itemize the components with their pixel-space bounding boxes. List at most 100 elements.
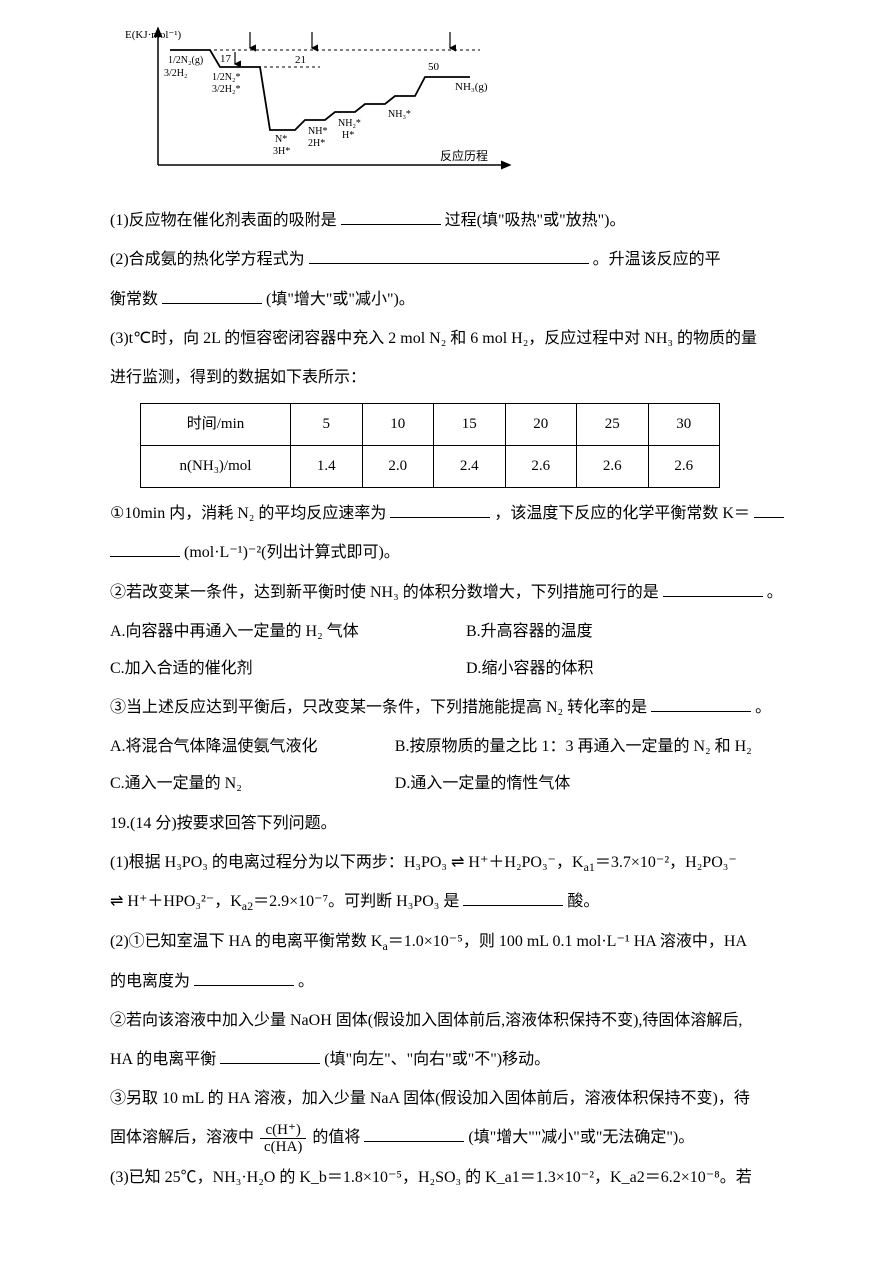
- td-3: 2.4: [434, 446, 506, 488]
- energy-val-1: 17: [220, 53, 232, 65]
- q3-intro-a: (3)t℃时，向 2L 的恒容密闭容器中充入 2 mol N₂ 和 6 mol …: [110, 321, 822, 356]
- th-4: 20: [505, 404, 577, 446]
- q1-line: (1)反应物在催化剂表面的吸附是 过程(填"吸热"或"放热")。: [110, 203, 822, 238]
- th-5: 25: [577, 404, 649, 446]
- q2-blank1[interactable]: [309, 248, 589, 264]
- opt-d[interactable]: D.缩小容器的体积: [466, 651, 822, 686]
- th-2: 10: [362, 404, 434, 446]
- opt-a[interactable]: A.向容器中再通入一定量的 H₂ 气体: [110, 614, 466, 649]
- q19-p2-line1: (2)①已知室温下 HA 的电离平衡常数 Ka＝1.0×10⁻⁵，则 100 m…: [110, 924, 822, 960]
- td-2: 2.0: [362, 446, 434, 488]
- q19-p2-c: 。: [298, 973, 314, 990]
- x-axis-label: 反应历程: [440, 148, 488, 163]
- q19-p1-line2: ⇌ H⁺＋HPO₃²⁻，Ka2＝2.9×10⁻⁷。可判断 H₃PO₃ 是 酸。: [110, 884, 822, 920]
- q19-p1-blank[interactable]: [463, 890, 563, 906]
- q19-p1-b1: a2: [242, 900, 253, 914]
- energy-diagram: E(KJ·mol⁻¹) 反应历程 17 21 50 1/2N₂(g) 3/2H₂…: [120, 20, 822, 193]
- th-1: 5: [291, 404, 363, 446]
- data-table: 时间/min 5 10 15 20 25 30 n(NH₃)/mol 1.4 2…: [140, 403, 720, 488]
- lbl-h2: 3/2H₂: [164, 68, 188, 79]
- q19-p2-line2: 的电离度为 。: [110, 964, 822, 999]
- lbl-nstar: N*: [275, 134, 287, 145]
- q3-sub1-blank2a[interactable]: [754, 502, 784, 518]
- q3-sub1-line2: (mol·L⁻¹)⁻²(列出计算式即可)。: [110, 535, 822, 570]
- q3-sub2-b: 。: [767, 584, 783, 601]
- q19-p2-a: (2)①已知室温下 HA 的电离平衡常数 K: [110, 933, 382, 950]
- q19-p2-3-blank[interactable]: [364, 1126, 464, 1142]
- lbl-hstar: H*: [342, 130, 354, 141]
- q3-sub1-blank2b[interactable]: [110, 541, 180, 557]
- q19-p1-b2: ＝2.9×10⁻⁷。可判断 H₃PO₃ 是: [253, 893, 459, 910]
- lbl-n2g: 1/2N₂(g): [168, 55, 203, 66]
- opt-a[interactable]: A.将混合气体降温使氨气液化: [110, 729, 395, 764]
- opt-b[interactable]: B.按原物质的量之比 1：3 再通入一定量的 N₂ 和 H₂: [395, 729, 822, 764]
- th-0: 时间/min: [141, 404, 291, 446]
- lbl-h2b: 2H*: [308, 138, 325, 149]
- q3-sub3-a: ③当上述反应达到平衡后，只改变某一条件，下列措施能提高 N₂ 转化率的是: [110, 699, 647, 716]
- q3-sub2-options: A.向容器中再通入一定量的 H₂ 气体 B.升高容器的温度 C.加入合适的催化剂…: [110, 614, 822, 686]
- td-5: 2.6: [577, 446, 649, 488]
- q19-p2-3c: 的值将: [312, 1129, 360, 1146]
- q2-text-c: 衡常数: [110, 291, 158, 308]
- q3-sub3-blank[interactable]: [651, 696, 751, 712]
- q2-text-a: (2)合成氨的热化学方程式为: [110, 251, 305, 268]
- fraction: c(H⁺) c(HA): [260, 1122, 306, 1156]
- q19-p1-a1: a1: [584, 860, 595, 874]
- q19-p2-b: 的电离度为: [110, 973, 190, 990]
- opt-b[interactable]: B.升高容器的温度: [466, 614, 822, 649]
- opt-c[interactable]: C.通入一定量的 N₂: [110, 766, 395, 801]
- diagram-svg: E(KJ·mol⁻¹) 反应历程 17 21 50 1/2N₂(g) 3/2H₂…: [120, 20, 520, 180]
- lbl-nh2: NH₂*: [338, 118, 361, 129]
- lbl-nh3g: NH₃(g): [455, 81, 488, 93]
- q3-sub1-c: (mol·L⁻¹)⁻²(列出计算式即可)。: [184, 544, 400, 561]
- q19-p1-b: ⇌ H⁺＋HPO₃²⁻，K: [110, 893, 242, 910]
- q19-p2-2-blank[interactable]: [220, 1048, 320, 1064]
- table-row: 时间/min 5 10 15 20 25 30: [141, 404, 720, 446]
- q19-p1-a2: ＝3.7×10⁻²，H₂PO₃⁻: [595, 854, 737, 871]
- q2-text-b: 。升温该反应的平: [593, 251, 721, 268]
- q19-p2-2a: ②若向该溶液中加入少量 NaOH 固体(假设加入固体前后,溶液体积保持不变),待…: [110, 1003, 822, 1038]
- td-4: 2.6: [505, 446, 577, 488]
- q3-sub3-options: A.将混合气体降温使氨气液化 B.按原物质的量之比 1：3 再通入一定量的 N₂…: [110, 729, 822, 801]
- y-axis-label: E(KJ·mol⁻¹): [125, 29, 181, 41]
- q3-sub1-line1: ①10min 内，消耗 N₂ 的平均反应速率为 ，该温度下反应的化学平衡常数 K…: [110, 496, 822, 531]
- q19-p2-3b: 固体溶解后，溶液中: [110, 1129, 254, 1146]
- q19-p2-blank[interactable]: [194, 970, 294, 986]
- q19-p2-2b: HA 的电离平衡: [110, 1051, 216, 1068]
- q2-line1: (2)合成氨的热化学方程式为 。升温该反应的平: [110, 242, 822, 277]
- q19-title: 19.(14 分)按要求回答下列问题。: [110, 806, 822, 841]
- q3-sub2-a: ②若改变某一条件，达到新平衡时使 NH₃ 的体积分数增大，下列措施可行的是: [110, 584, 659, 601]
- q3-sub1-blank1[interactable]: [390, 502, 490, 518]
- lbl-nh3star: NH₃*: [388, 109, 411, 120]
- q19-p2-3-line2: 固体溶解后，溶液中 c(H⁺) c(HA) 的值将 (填"增大""减小"或"无法…: [110, 1120, 822, 1155]
- q3-sub2-blank[interactable]: [663, 581, 763, 597]
- q3-intro-b: 进行监测，得到的数据如下表所示：: [110, 360, 822, 395]
- opt-c[interactable]: C.加入合适的催化剂: [110, 651, 466, 686]
- td-1: 1.4: [291, 446, 363, 488]
- opt-d[interactable]: D.通入一定量的惰性气体: [395, 766, 822, 801]
- table-row: n(NH₃)/mol 1.4 2.0 2.4 2.6 2.6 2.6: [141, 446, 720, 488]
- td-6: 2.6: [648, 446, 720, 488]
- frac-den: c(HA): [260, 1139, 306, 1156]
- th-6: 30: [648, 404, 720, 446]
- energy-val-3: 50: [428, 61, 440, 73]
- q19-p3: (3)已知 25℃，NH₃·H₂O 的 K_b＝1.8×10⁻⁵，H₂SO₃ 的…: [110, 1160, 822, 1195]
- q2-text-d: (填"增大"或"减小")。: [266, 291, 415, 308]
- lbl-nh: NH*: [308, 126, 327, 137]
- lbl-h2star: 3/2H₂*: [212, 84, 241, 95]
- lbl-n2star: 1/2N₂*: [212, 72, 241, 83]
- q19-p2-3d: (填"增大""减小"或"无法确定")。: [468, 1129, 694, 1146]
- q3-sub3-line: ③当上述反应达到平衡后，只改变某一条件，下列措施能提高 N₂ 转化率的是 。: [110, 690, 822, 725]
- q1-blank[interactable]: [341, 209, 441, 225]
- q19-p2-2c: (填"向左"、"向右"或"不")移动。: [324, 1051, 550, 1068]
- q19-p1-c: 酸。: [567, 893, 599, 910]
- q3-sub2-line: ②若改变某一条件，达到新平衡时使 NH₃ 的体积分数增大，下列措施可行的是 。: [110, 575, 822, 610]
- q19-p2-3a: ③另取 10 mL 的 HA 溶液，加入少量 NaA 固体(假设加入固体前后，溶…: [110, 1081, 822, 1116]
- q1-text-a: (1)反应物在催化剂表面的吸附是: [110, 212, 337, 229]
- q2-line2: 衡常数 (填"增大"或"减小")。: [110, 282, 822, 317]
- q19-p2-2-line2: HA 的电离平衡 (填"向左"、"向右"或"不")移动。: [110, 1042, 822, 1077]
- q19-p1-a: (1)根据 H₃PO₃ 的电离过程分为以下两步：H₃PO₃ ⇌ H⁺＋H₂PO₃…: [110, 854, 584, 871]
- q3-sub1-a: ①10min 内，消耗 N₂ 的平均反应速率为: [110, 505, 386, 522]
- q2-blank2[interactable]: [162, 288, 262, 304]
- q19-p2-a2: ＝1.0×10⁻⁵，则 100 mL 0.1 mol·L⁻¹ HA 溶液中，HA: [388, 933, 747, 950]
